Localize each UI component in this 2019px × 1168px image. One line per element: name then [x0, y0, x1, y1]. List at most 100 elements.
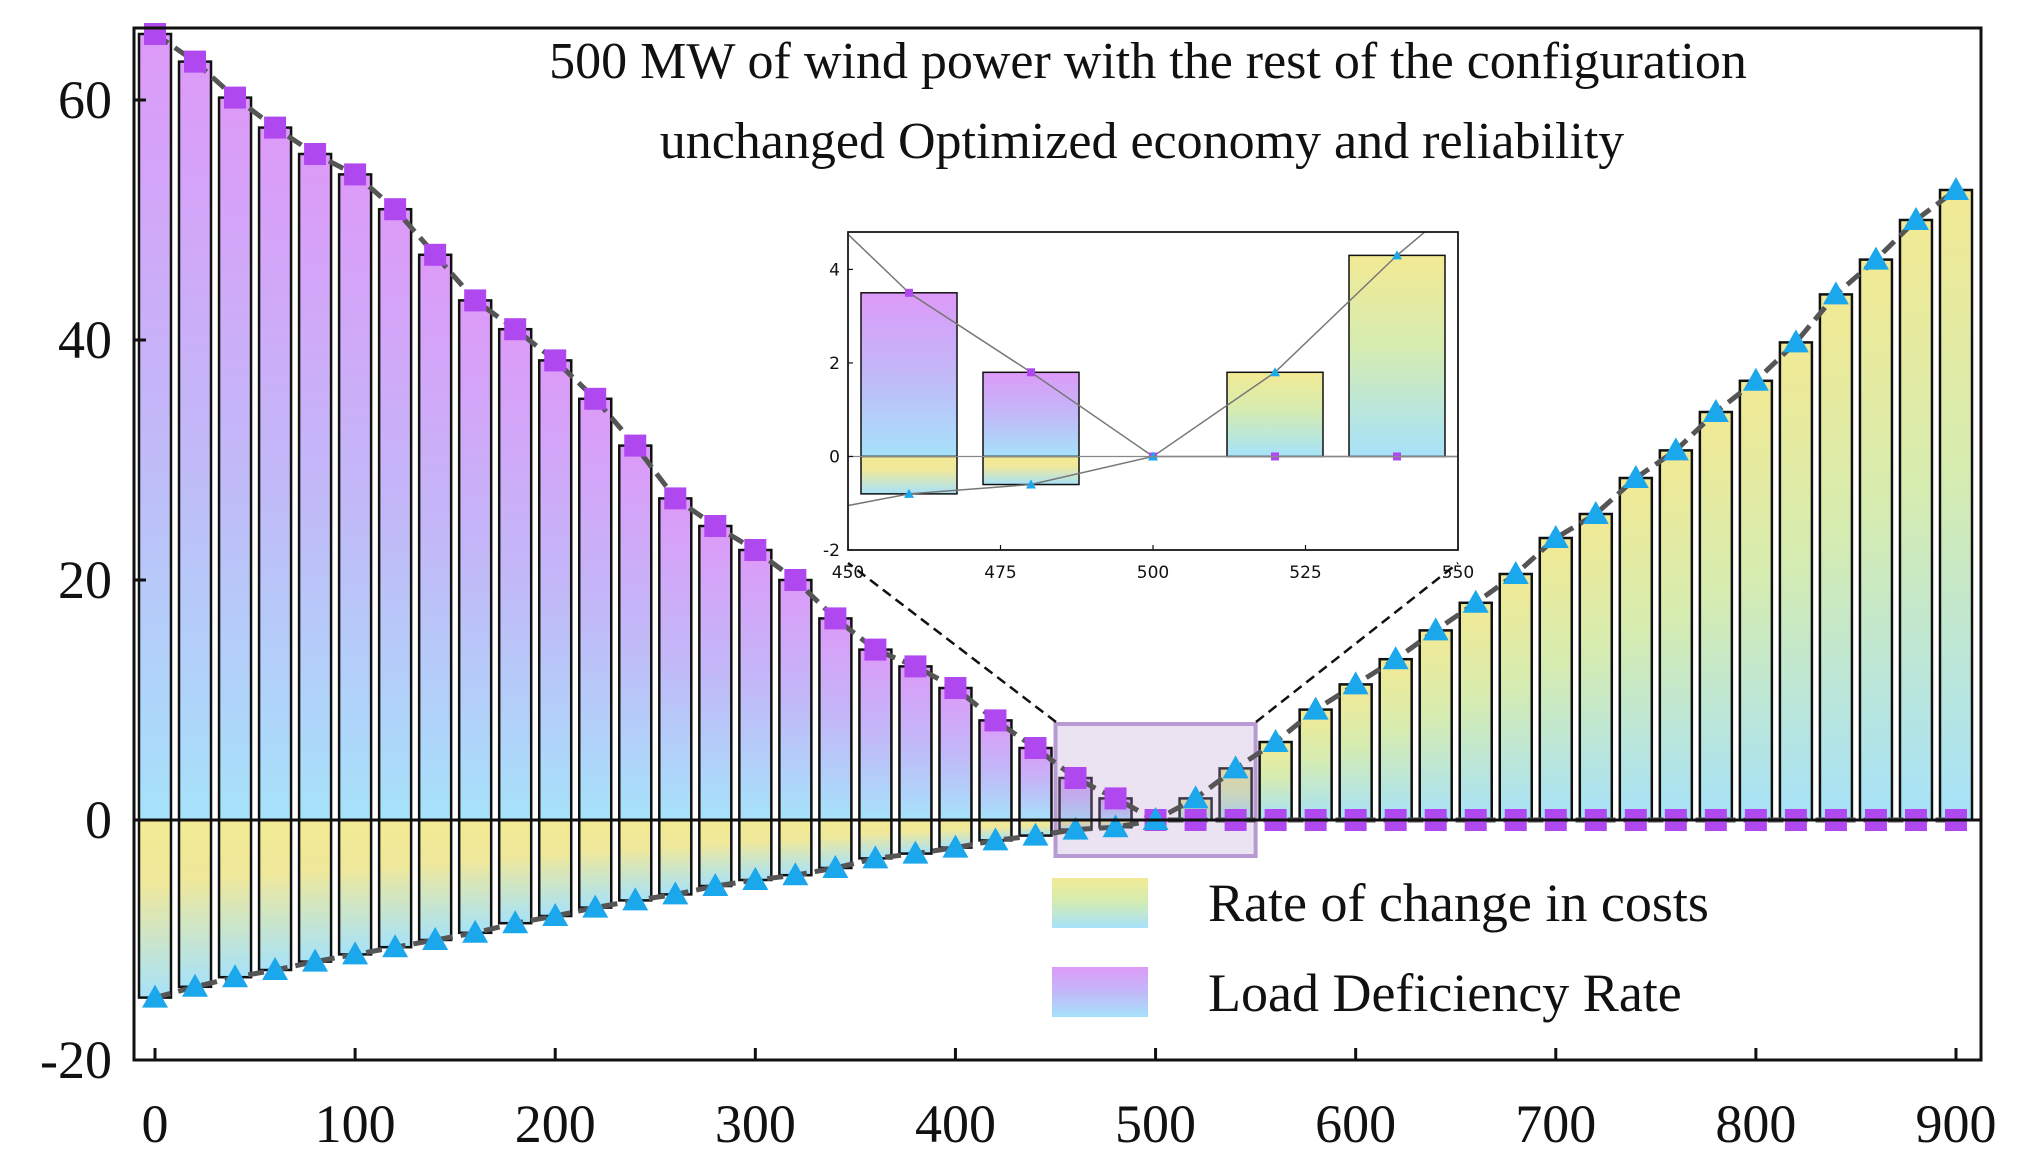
- legend-label-deficiency: Load Deficiency Rate: [1208, 963, 1682, 1023]
- bar-cost: [1498, 572, 1534, 822]
- marker-cost: [1702, 399, 1729, 422]
- inset-bar-cost: [860, 455, 958, 495]
- marker-series: [142, 23, 1969, 1008]
- marker-cost: [582, 894, 609, 918]
- marker-cost: [902, 840, 929, 864]
- bar-deficiency: [257, 126, 293, 822]
- bar-deficiency: [618, 444, 653, 822]
- marker-deficiency: [184, 50, 207, 73]
- bar-deficiency: [938, 686, 973, 822]
- bar-cost: [417, 818, 453, 942]
- bar-cost: [1338, 683, 1373, 822]
- bar-deficiency: [417, 253, 453, 822]
- legend-label-cost: Rate of change in costs: [1208, 873, 1709, 933]
- marker-deficiency: [584, 387, 607, 410]
- inset-bar-deficiency: [982, 371, 1080, 458]
- bar-deficiency: [457, 299, 493, 822]
- marker-deficiency: [864, 638, 887, 661]
- marker-deficiency: [344, 163, 367, 186]
- marker-cost: [222, 964, 249, 988]
- bar-cost: [297, 818, 333, 963]
- marker-deficiency: [1024, 737, 1047, 759]
- marker-cost: [1622, 465, 1649, 488]
- inset-y-tick-label: -2: [823, 541, 840, 561]
- inset-x-tick-label: 475: [984, 563, 1016, 583]
- bar-cost: [577, 818, 613, 909]
- bar-deficiency: [377, 207, 413, 822]
- bar-cost: [1458, 601, 1493, 822]
- bar-cost: [177, 818, 213, 989]
- bar-deficiency: [1018, 746, 1053, 822]
- bar-cost: [537, 818, 573, 918]
- y-tick-label: -20: [40, 1030, 112, 1090]
- marker-cost: [182, 973, 209, 997]
- bar-cost: [1738, 379, 1774, 822]
- marker-cost: [982, 827, 1009, 851]
- bar-deficiency: [497, 327, 533, 822]
- marker-cost: [1302, 696, 1329, 720]
- marker-cost: [1902, 207, 1929, 230]
- chart-title-line-1: 500 MW of wind power with the rest of th…: [549, 33, 1747, 90]
- bar-cost: [1538, 536, 1574, 822]
- inset-marker-deficiency: [905, 288, 913, 297]
- inset-bars: [860, 254, 1446, 495]
- marker-deficiency: [464, 289, 487, 312]
- marker-deficiency: [624, 434, 647, 457]
- marker-deficiency: [304, 143, 327, 165]
- bar-cost: [1818, 293, 1854, 822]
- marker-cost: [1782, 329, 1809, 353]
- x-tick-label: 700: [1515, 1094, 1596, 1154]
- marker-cost: [1262, 729, 1289, 752]
- marker-deficiency: [824, 607, 847, 630]
- marker-cost: [1822, 281, 1849, 305]
- marker-deficiency: [144, 23, 166, 45]
- marker-cost: [542, 903, 569, 926]
- x-tick-label: 900: [1916, 1094, 1997, 1154]
- marker-cost: [502, 910, 529, 934]
- x-tick-label: 600: [1315, 1094, 1396, 1154]
- marker-deficiency: [904, 655, 927, 678]
- inset-y-tick-label: 4: [829, 260, 840, 280]
- zoom-box: [1053, 722, 1258, 858]
- marker-cost: [1542, 525, 1569, 548]
- zoom-connector-right: [1255, 562, 1459, 723]
- bar-cost: [1578, 512, 1614, 822]
- marker-cost: [1943, 177, 1969, 200]
- marker-cost: [662, 881, 689, 905]
- marker-deficiency: [664, 487, 687, 510]
- legend-swatch-cost: [1052, 878, 1148, 928]
- inset-y-tick-label: 0: [829, 447, 840, 467]
- inset-bar-cost: [1226, 371, 1324, 458]
- marker-cost: [1022, 822, 1049, 846]
- marker-cost: [462, 919, 489, 943]
- bar-deficiency: [137, 32, 173, 822]
- marker-deficiency: [424, 243, 447, 266]
- y-tick-label: 60: [58, 70, 112, 130]
- bar-deficiency: [297, 152, 333, 822]
- bar-cost: [1258, 740, 1293, 822]
- bar-cost: [257, 818, 293, 972]
- bar-deficiency: [177, 60, 213, 822]
- inset-x-tick-label: 450: [832, 563, 864, 583]
- x-tick-label: 100: [315, 1094, 396, 1154]
- marker-deficiency: [1064, 767, 1087, 789]
- marker-cost: [1502, 561, 1529, 584]
- bar-cost: [457, 818, 493, 935]
- bar-cost: [1898, 218, 1934, 822]
- bar-cost: [1378, 657, 1413, 822]
- bar-cost: [377, 818, 413, 949]
- bar-cost: [1418, 629, 1453, 822]
- marker-deficiency: [944, 677, 967, 699]
- inset-x-tick-label: 550: [1442, 563, 1474, 583]
- x-tick-label: 200: [515, 1094, 596, 1154]
- x-tick-label: 0: [142, 1094, 169, 1154]
- bar-deficiency: [858, 648, 893, 822]
- bar-cost: [217, 818, 253, 979]
- marker-cost: [382, 934, 409, 958]
- marker-cost: [742, 867, 769, 890]
- marker-cost: [622, 887, 649, 911]
- marker-cost: [422, 927, 449, 950]
- marker-cost: [302, 948, 329, 972]
- marker-cost: [262, 957, 289, 980]
